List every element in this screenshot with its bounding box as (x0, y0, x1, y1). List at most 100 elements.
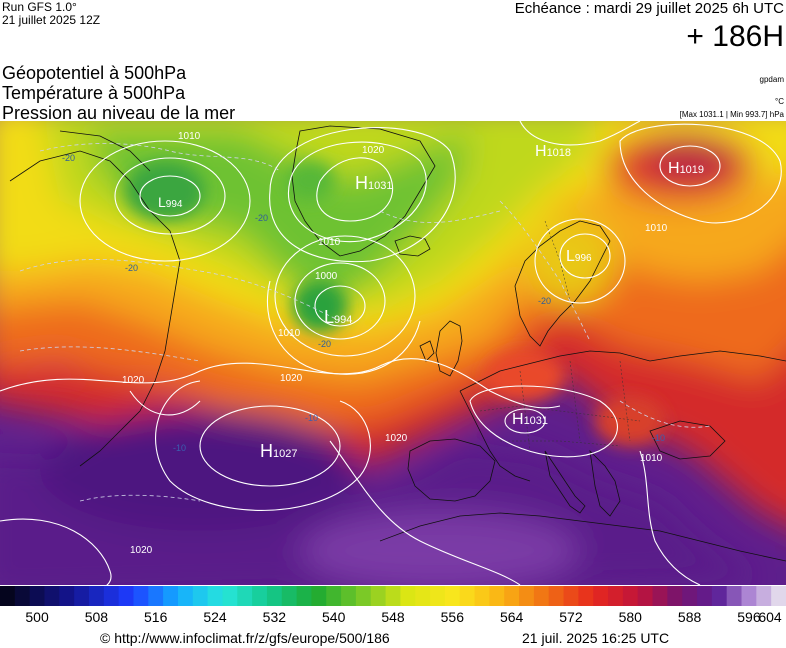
temp-label-scandinavia: -20 (538, 296, 551, 306)
isobar-label-1010-atlantic: 1010 (278, 328, 301, 339)
colorbar-swatch (370, 586, 387, 606)
colorbar-swatch (771, 586, 786, 606)
pressure-low-labrador: L994 (158, 194, 183, 210)
colorbar-swatch (59, 586, 75, 606)
colorbar-swatch (163, 586, 179, 606)
colorbar-swatch (400, 586, 416, 606)
colorbar-swatch (207, 586, 224, 606)
colorbar-swatch (504, 586, 520, 606)
colorbar-swatch (430, 586, 446, 606)
colorbar-swatch (667, 586, 683, 606)
colorbar-swatch (74, 586, 90, 606)
isotherms (19, 143, 711, 502)
colorbar-tick-label: 588 (677, 609, 702, 625)
colorbar-tick-label: 516 (144, 609, 168, 625)
colorbar-swatch (489, 586, 505, 606)
colorbar-swatch (563, 586, 579, 606)
colorbar-tick-label: 508 (84, 609, 109, 625)
pressure-low-scandinavia: L996 (566, 248, 592, 265)
colorbar-swatch (756, 586, 772, 606)
isobar-label-1010-greenland: 1010 (318, 237, 341, 248)
isobar-label-1010-balkans: 1010 (640, 453, 663, 464)
isobar-label-1010-north: 1010 (178, 131, 201, 142)
temp-label-west: -20 (62, 153, 75, 163)
colorbar-swatch (548, 586, 565, 606)
colorbar-swatch (711, 586, 728, 606)
colorbar-labels: 500 508 516 524 532 540 548 556 564 572 580 588 596 6… (0, 609, 786, 627)
colorbar-swatch (133, 586, 149, 606)
colorbar-swatch (311, 586, 327, 606)
pressure-high-russia: H1019 (668, 160, 704, 177)
isobar-label-1020-mid: 1020 (280, 373, 303, 384)
colorbar-swatch (252, 586, 268, 606)
colorbar-swatch (326, 586, 342, 606)
colorbar-swatch (29, 586, 46, 606)
isobar-label-1020-south: 1020 (130, 545, 153, 556)
isobar-labels: 1010 1020 1010 1000 1010 1020 1020 1020 … (122, 131, 668, 556)
colorbar-tick-label: 548 (381, 609, 405, 625)
colorbar-swatch (726, 586, 743, 606)
colorbar-tick-label: 532 (262, 609, 287, 625)
isobar-label-1000-atlantic: 1000 (315, 271, 338, 282)
generation-timestamp: 21 juil. 2025 16:25 UTC (522, 630, 670, 646)
colorbar-tick-label: 604 (758, 609, 782, 625)
colorbar-swatch (0, 586, 16, 606)
colorbar-swatch (741, 586, 757, 606)
lead-time-label: + 186H (686, 20, 784, 53)
colorbar-swatch (474, 586, 490, 606)
pressure-high-alps: H1031 (512, 411, 548, 428)
title-pressure: Pression au niveau de la mer (2, 103, 236, 123)
country-borders (479, 220, 641, 452)
pressure-low-atlantic: L994 (324, 307, 352, 327)
title-geopotential: Géopotentiel à 500hPa (2, 63, 187, 83)
temp-label-greenland: -20 (255, 213, 268, 223)
title-temperature: Température à 500hPa (2, 83, 186, 103)
colorbar-tick-label: 572 (559, 609, 583, 625)
colorbar-swatch (237, 586, 253, 606)
colorbar-swatch (118, 586, 135, 606)
colorbar-swatch (281, 586, 298, 606)
colorbar-swatch (296, 586, 313, 606)
unit-pressure-range: [Max 1031.1 | Min 993.7] hPa (679, 110, 784, 119)
colorbar-swatch (519, 586, 535, 606)
colorbar-swatch (88, 586, 105, 606)
temp-label-atlantic: -20 (318, 339, 331, 349)
colorbar-swatch (622, 586, 639, 606)
colorbar-swatch (177, 586, 194, 606)
isobar-label-1020-greenland: 1020 (362, 145, 385, 156)
colorbar-tick-label: 596 (737, 609, 761, 625)
colorbar-swatch (355, 586, 372, 606)
colorbar-swatch (459, 586, 476, 606)
colorbar-swatch (44, 586, 60, 606)
colorbar-swatch (533, 586, 550, 606)
isobar-label-1010-russia: 1010 (645, 223, 668, 234)
geopotential-shading (0, 121, 786, 585)
colorbar-swatch (578, 586, 594, 606)
temp-label-labrador: -20 (125, 263, 138, 273)
colorbar-tick-label: 524 (203, 609, 227, 625)
temp-label-mid-atlantic: -10 (305, 413, 318, 423)
colorbar-tick-label: 540 (321, 609, 346, 625)
colorbar (0, 586, 786, 606)
map-titles: Géopotentiel à 500hPa Température à 500h… (2, 63, 235, 123)
colorbar-swatch (637, 586, 654, 606)
colorbar-swatch (192, 586, 209, 606)
colorbar-swatch (148, 586, 164, 606)
colorbar-swatch (385, 586, 402, 606)
colorbar-swatch (103, 586, 120, 606)
colorbar-swatch (652, 586, 668, 606)
forecast-valid-time: Echéance : mardi 29 juillet 2025 6h UTC (514, 0, 784, 17)
colorbar-swatch (222, 586, 238, 606)
isobar-label-1020-west: 1020 (122, 375, 145, 386)
pressure-high-greenland: H1031 (355, 173, 392, 193)
colorbar-swatch (593, 586, 609, 606)
colorbar-swatch (415, 586, 431, 606)
run-model-label: Run GFS 1.0° (2, 0, 77, 14)
temp-label-azores: -10 (173, 443, 186, 453)
colorbar-swatch (682, 586, 698, 606)
unit-temperature: °C (775, 97, 784, 106)
colorbar-tick-label: 500 (25, 609, 49, 625)
colorbar-swatch (341, 586, 357, 606)
temperature-labels: -20 -20 -20 -20 -20 -10 -10 -10 (62, 153, 665, 453)
coastlines (9, 125, 786, 562)
